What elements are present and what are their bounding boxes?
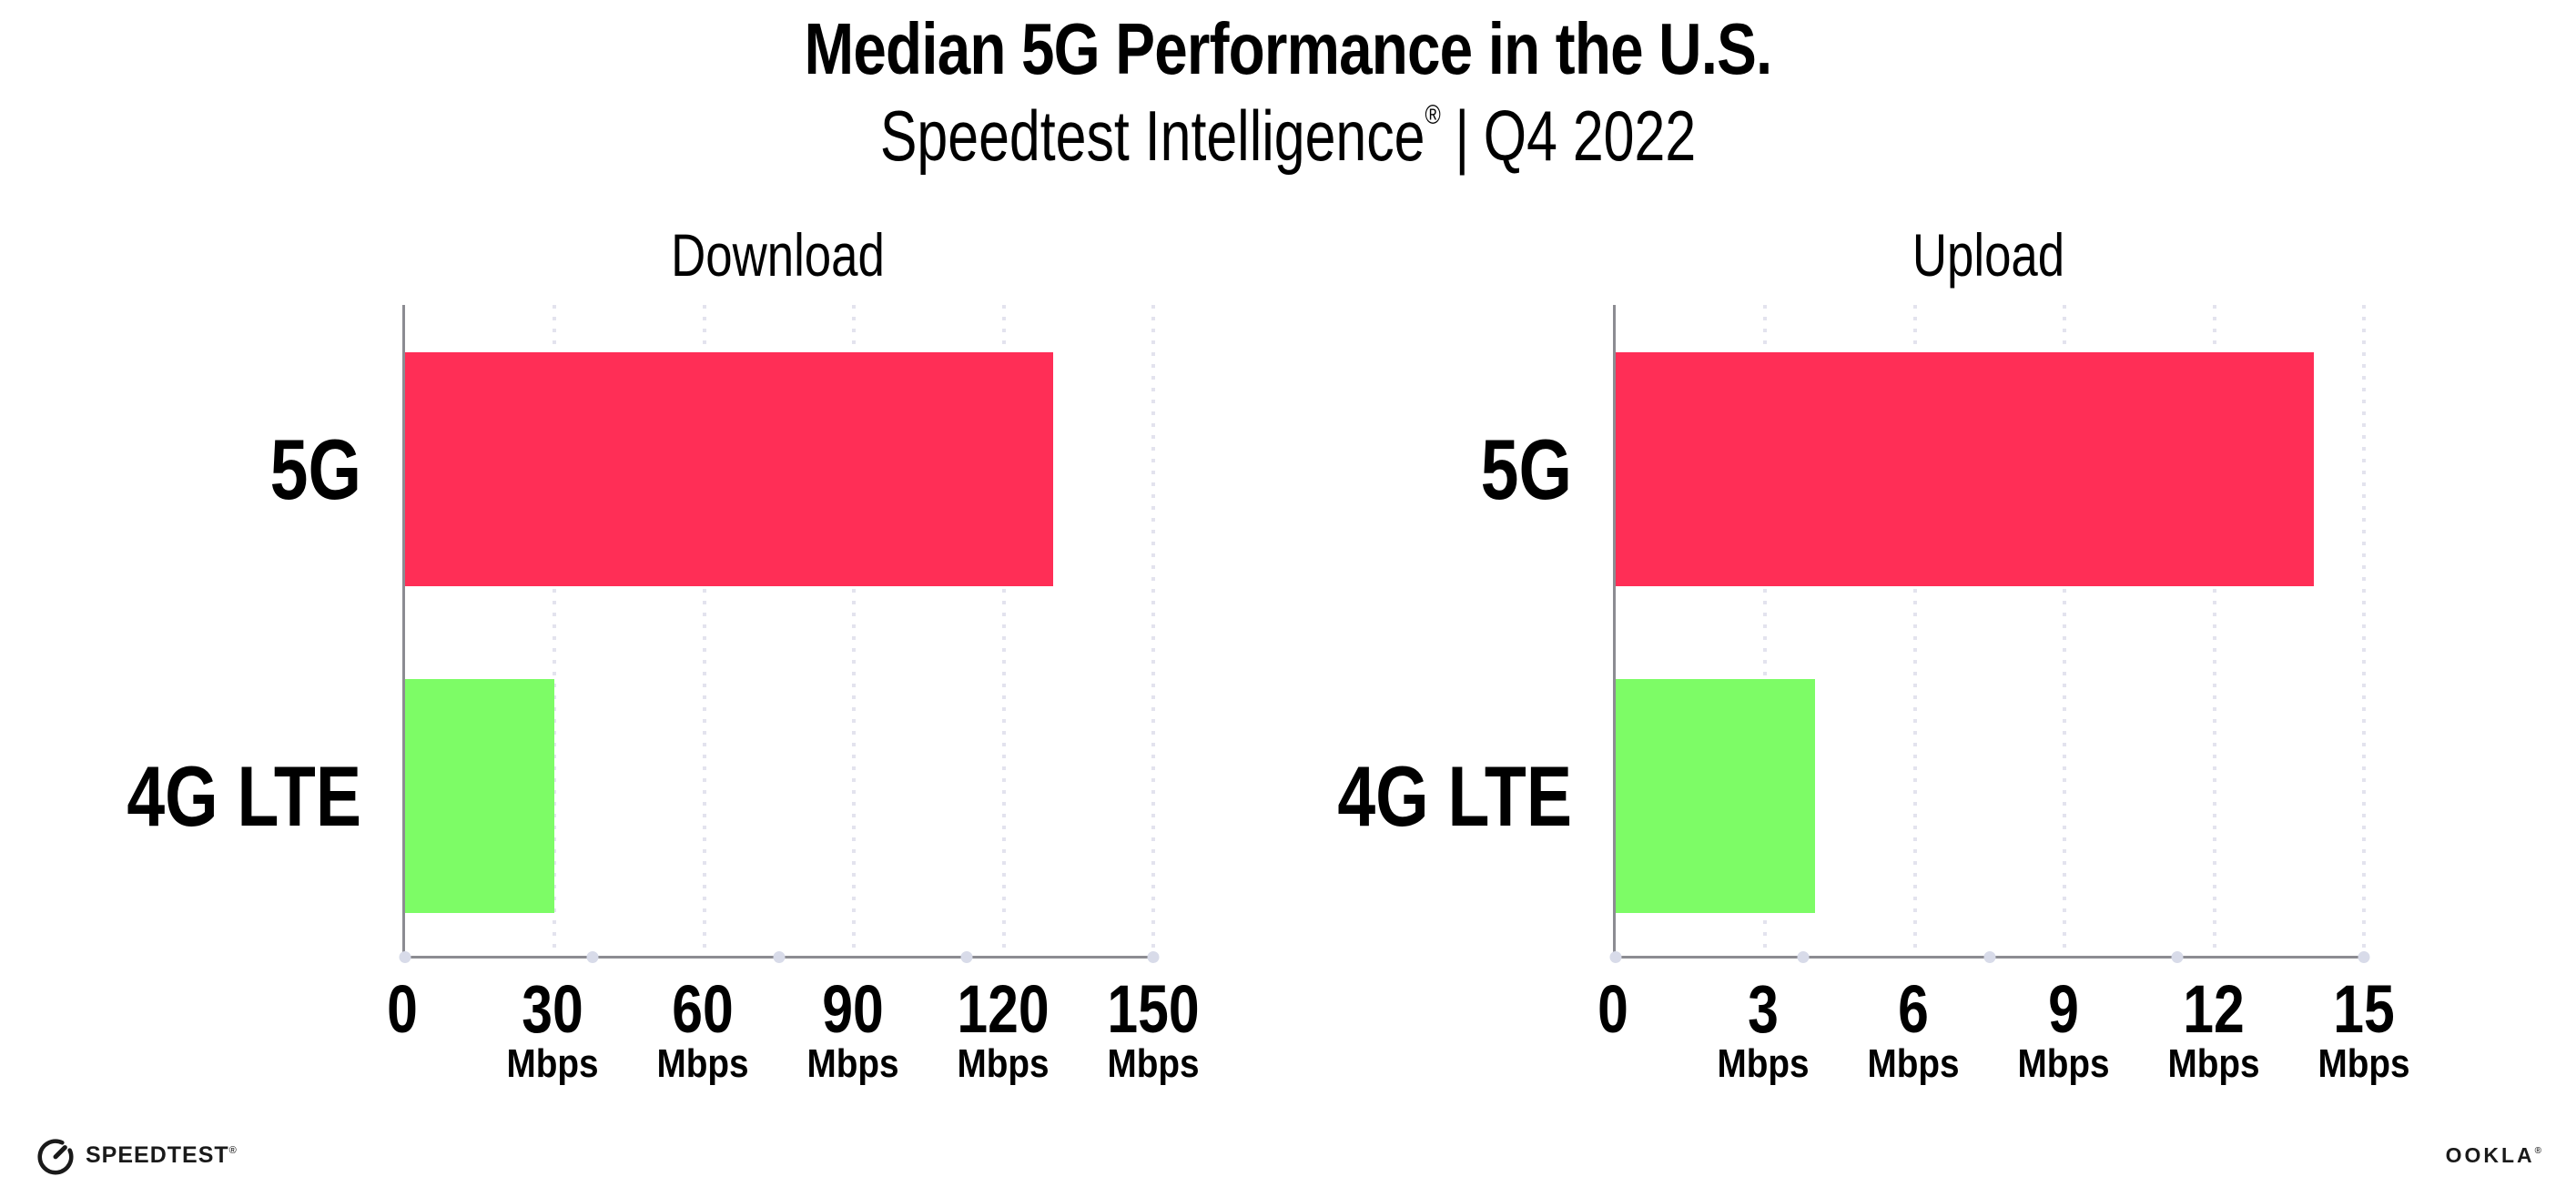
ookla-logo-text: OOKLA (2445, 1142, 2535, 1167)
axis-quarter-dot (399, 951, 411, 963)
tick-value: 30 (522, 971, 583, 1047)
axis-quarter-dot (960, 951, 972, 963)
gridline-3-mbps (1763, 305, 1768, 956)
upload-chart-title: Upload (1912, 221, 2065, 289)
tick-value: 6 (1898, 971, 1929, 1047)
download-chart-title: Download (671, 221, 885, 289)
5g-bar (1616, 352, 2315, 586)
x-tick-6: 6 Mbps (1861, 959, 1966, 1086)
tick-value: 60 (672, 971, 734, 1047)
gridline-150-mbps (1151, 305, 1155, 956)
axis-quarter-dot (1983, 951, 1996, 963)
x-tick-0: 0 (1594, 959, 1631, 1047)
tick-value: 0 (1597, 971, 1628, 1047)
speedtest-logo: SPEEDTEST® (35, 1134, 237, 1176)
x-tick-15: 15 Mbps (2312, 959, 2417, 1086)
category-label-4g-lte: 4G LTE (127, 747, 361, 844)
gridline-12-mbps (2212, 305, 2216, 956)
x-tick-30: 30 Mbps (501, 959, 605, 1086)
page-title: Median 5G Performance in the U.S. (804, 8, 1773, 89)
subtitle-brand: Speedtest Intelligence (879, 96, 1425, 176)
x-axis-ticks: 0 30 Mbps 60 Mbps 90 Mbps 120 Mbps 150 Mbps (387, 959, 1199, 1113)
tick-value: 15 (2333, 971, 2395, 1047)
tick-unit: Mbps (656, 1041, 749, 1086)
x-tick-3: 3 Mbps (1711, 959, 1816, 1086)
tick-unit: Mbps (1717, 1041, 1810, 1086)
axis-quarter-dot (1147, 951, 1160, 963)
x-tick-90: 90 Mbps (801, 959, 906, 1086)
axis-quarter-dot (2358, 951, 2370, 963)
tick-unit: Mbps (2167, 1041, 2260, 1086)
tick-unit: Mbps (957, 1041, 1050, 1086)
5g-bar (405, 352, 1054, 586)
category-label-4g-lte: 4G LTE (1337, 747, 1572, 844)
speedtest-gauge-icon (37, 1139, 74, 1175)
tick-unit: Mbps (2317, 1041, 2410, 1086)
x-tick-0: 0 (383, 959, 421, 1047)
tick-value: 150 (1107, 971, 1200, 1047)
tick-value: 90 (822, 971, 884, 1047)
tick-value: 12 (2183, 971, 2245, 1047)
tick-unit: Mbps (2017, 1041, 2110, 1086)
x-tick-120: 120 Mbps (947, 959, 1059, 1086)
footer: SPEEDTEST® OOKLA® (35, 1131, 2541, 1179)
tick-unit: Mbps (1107, 1041, 1200, 1086)
gridline-9-mbps (2063, 305, 2067, 956)
tick-unit: Mbps (1867, 1041, 1960, 1086)
axis-quarter-dot (1797, 951, 1809, 963)
x-axis-ticks: 0 3 Mbps 6 Mbps 9 Mbps 12 Mbps 15 Mbps (1597, 959, 2409, 1113)
axis-quarter-dot (1609, 951, 1622, 963)
speedtest-logo-text: SPEEDTEST (86, 1141, 229, 1168)
x-tick-12: 12 Mbps (2162, 959, 2267, 1086)
upload-plot-area (1609, 305, 2370, 963)
tick-value: 0 (387, 971, 418, 1047)
registered-mark: ® (1425, 100, 1441, 130)
gridline-120-mbps (1001, 305, 1006, 956)
x-tick-9: 9 Mbps (2012, 959, 2116, 1086)
x-tick-150: 150 Mbps (1097, 959, 1209, 1086)
tick-unit: Mbps (506, 1041, 599, 1086)
axis-quarter-dot (2171, 951, 2183, 963)
category-label-5g: 5G (269, 421, 361, 517)
gridline-90-mbps (852, 305, 857, 956)
4g-lte-bar (1616, 679, 1816, 913)
gridline-60-mbps (702, 305, 706, 956)
gridline-30-mbps (553, 305, 557, 956)
tick-value: 120 (957, 971, 1050, 1047)
speedtest-registered-mark: ® (228, 1144, 237, 1156)
tick-unit: Mbps (806, 1041, 899, 1086)
gridline-6-mbps (1912, 305, 1917, 956)
page-subtitle: Speedtest Intelligence® | Q4 2022 (283, 95, 2292, 177)
gridline-15-mbps (2362, 305, 2366, 956)
upload-chart-panel: Upload 5G 4G LTE 0 3 Mbps 6 Mbps 9 Mbps 12 Mbps 15 M… (1337, 225, 2409, 1086)
category-label-5g: 5G (1480, 421, 1572, 517)
subtitle-separator: | (1455, 96, 1470, 176)
tick-value: 3 (1748, 971, 1779, 1047)
ookla-logo: OOKLA® (2446, 1143, 2541, 1168)
ookla-registered-mark: ® (2534, 1145, 2541, 1156)
axis-quarter-dot (773, 951, 786, 963)
x-tick-60: 60 Mbps (651, 959, 756, 1086)
axis-quarter-dot (586, 951, 598, 963)
download-chart-panel: Download 5G 4G LTE 0 30 Mbps 60 Mbps 90 Mbps 120 M… (127, 225, 1199, 1086)
tick-value: 9 (2048, 971, 2079, 1047)
subtitle-period: Q4 2022 (1483, 96, 1697, 176)
download-plot-area (399, 305, 1160, 963)
4g-lte-bar (405, 679, 555, 913)
